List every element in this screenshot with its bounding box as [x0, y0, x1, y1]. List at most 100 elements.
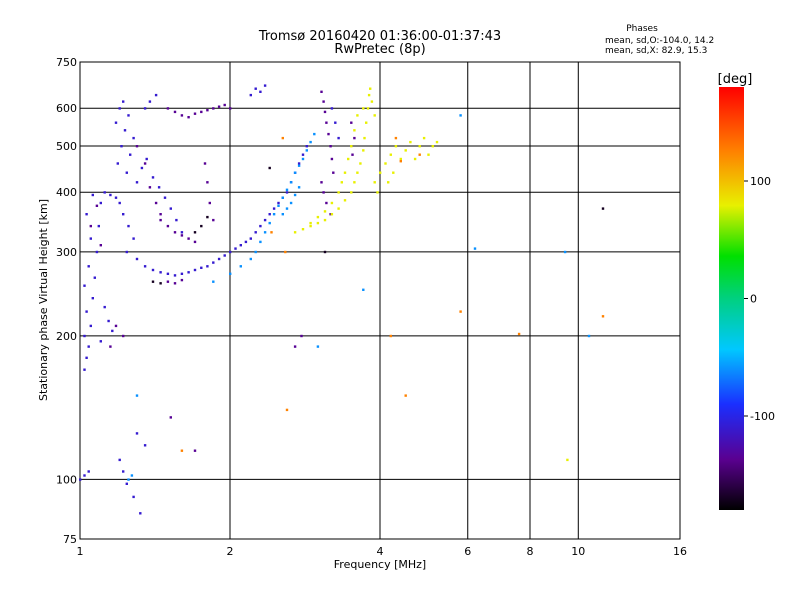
data-point [135, 181, 139, 184]
data-point [123, 129, 127, 132]
data-point [384, 162, 387, 165]
data-point [83, 334, 86, 338]
data-point [125, 171, 128, 174]
data-point [135, 394, 139, 397]
data-point [322, 191, 325, 194]
data-point [212, 107, 215, 110]
y-tick-label: 600 [56, 102, 77, 115]
data-point [301, 153, 305, 156]
data-point [143, 162, 147, 165]
data-point [151, 176, 155, 179]
data-point [208, 201, 211, 205]
data-point [376, 191, 379, 194]
data-point [89, 224, 92, 228]
data-point [389, 334, 392, 338]
data-point [173, 110, 177, 114]
stats-line-x: mean, sd,X: 82.9, 15.3 [605, 46, 707, 56]
data-point [79, 478, 82, 481]
data-point [389, 153, 392, 156]
data-point [356, 114, 359, 117]
x-tick-label: 2 [227, 545, 234, 558]
data-point [309, 224, 312, 228]
y-axis-label: Stationary phase Virtual Height [km] [37, 199, 50, 401]
data-point [316, 221, 320, 225]
data-point [343, 199, 347, 202]
data-point [132, 495, 135, 499]
colorbar-tick-label: -100 [750, 410, 775, 423]
data-point [459, 310, 462, 313]
data-point [297, 164, 301, 167]
data-point [187, 237, 190, 240]
data-point [431, 145, 434, 148]
data-point [435, 140, 439, 144]
y-tick-label: 200 [56, 330, 77, 343]
data-point [337, 207, 340, 210]
data-point [139, 512, 142, 515]
data-point [166, 107, 170, 110]
data-point [135, 145, 139, 148]
data-point [151, 268, 155, 272]
data-point [362, 107, 365, 110]
data-point [148, 100, 152, 103]
data-point [127, 478, 130, 481]
data-point [120, 145, 123, 148]
data-point [91, 297, 94, 300]
data-point [127, 114, 130, 117]
data-point [293, 171, 297, 174]
data-point [200, 110, 203, 114]
data-point [143, 444, 147, 447]
data-point [129, 153, 132, 156]
data-point [277, 204, 280, 207]
data-point [323, 110, 327, 114]
data-point [173, 231, 177, 234]
data-point [140, 166, 144, 170]
data-point [281, 196, 284, 199]
data-point [362, 149, 365, 152]
data-point [293, 345, 297, 348]
colorbar: [deg] 100 0 -100 [718, 72, 775, 510]
data-point [244, 240, 248, 244]
data-point [114, 324, 118, 328]
data-point [122, 213, 125, 216]
data-point [159, 271, 162, 274]
data-point [268, 213, 271, 216]
data-point [118, 458, 121, 462]
data-point [270, 231, 273, 234]
data-point [297, 186, 301, 189]
data-point [301, 228, 305, 231]
colorbar-tick-label: 100 [750, 175, 771, 188]
data-point [254, 87, 257, 90]
data-point [206, 181, 209, 184]
data-point [356, 171, 359, 174]
data-point [159, 213, 162, 216]
data-point [169, 207, 172, 210]
data-point [99, 340, 102, 343]
data-point [122, 100, 125, 103]
data-point [89, 324, 92, 328]
data-point [517, 332, 521, 336]
data-point [293, 193, 297, 197]
data-point [229, 272, 232, 275]
x-tick-label: 4 [377, 545, 384, 558]
data-point [293, 231, 297, 234]
data-point [103, 191, 106, 194]
data-point [212, 261, 215, 264]
y-tick-label: 400 [56, 186, 77, 199]
data-point [85, 213, 88, 216]
data-point [327, 132, 330, 136]
data-point [125, 482, 128, 485]
data-point [259, 90, 262, 93]
data-points [79, 84, 605, 515]
data-point [316, 215, 320, 219]
data-point [85, 356, 88, 359]
data-point [427, 153, 430, 156]
data-point [169, 416, 172, 419]
data-point [325, 201, 328, 205]
colorbar-gradient [719, 87, 744, 510]
data-point [259, 240, 262, 244]
data-point [159, 218, 162, 222]
data-point [330, 107, 334, 110]
data-point [387, 181, 390, 184]
data-point [330, 157, 334, 161]
data-point [93, 276, 96, 279]
